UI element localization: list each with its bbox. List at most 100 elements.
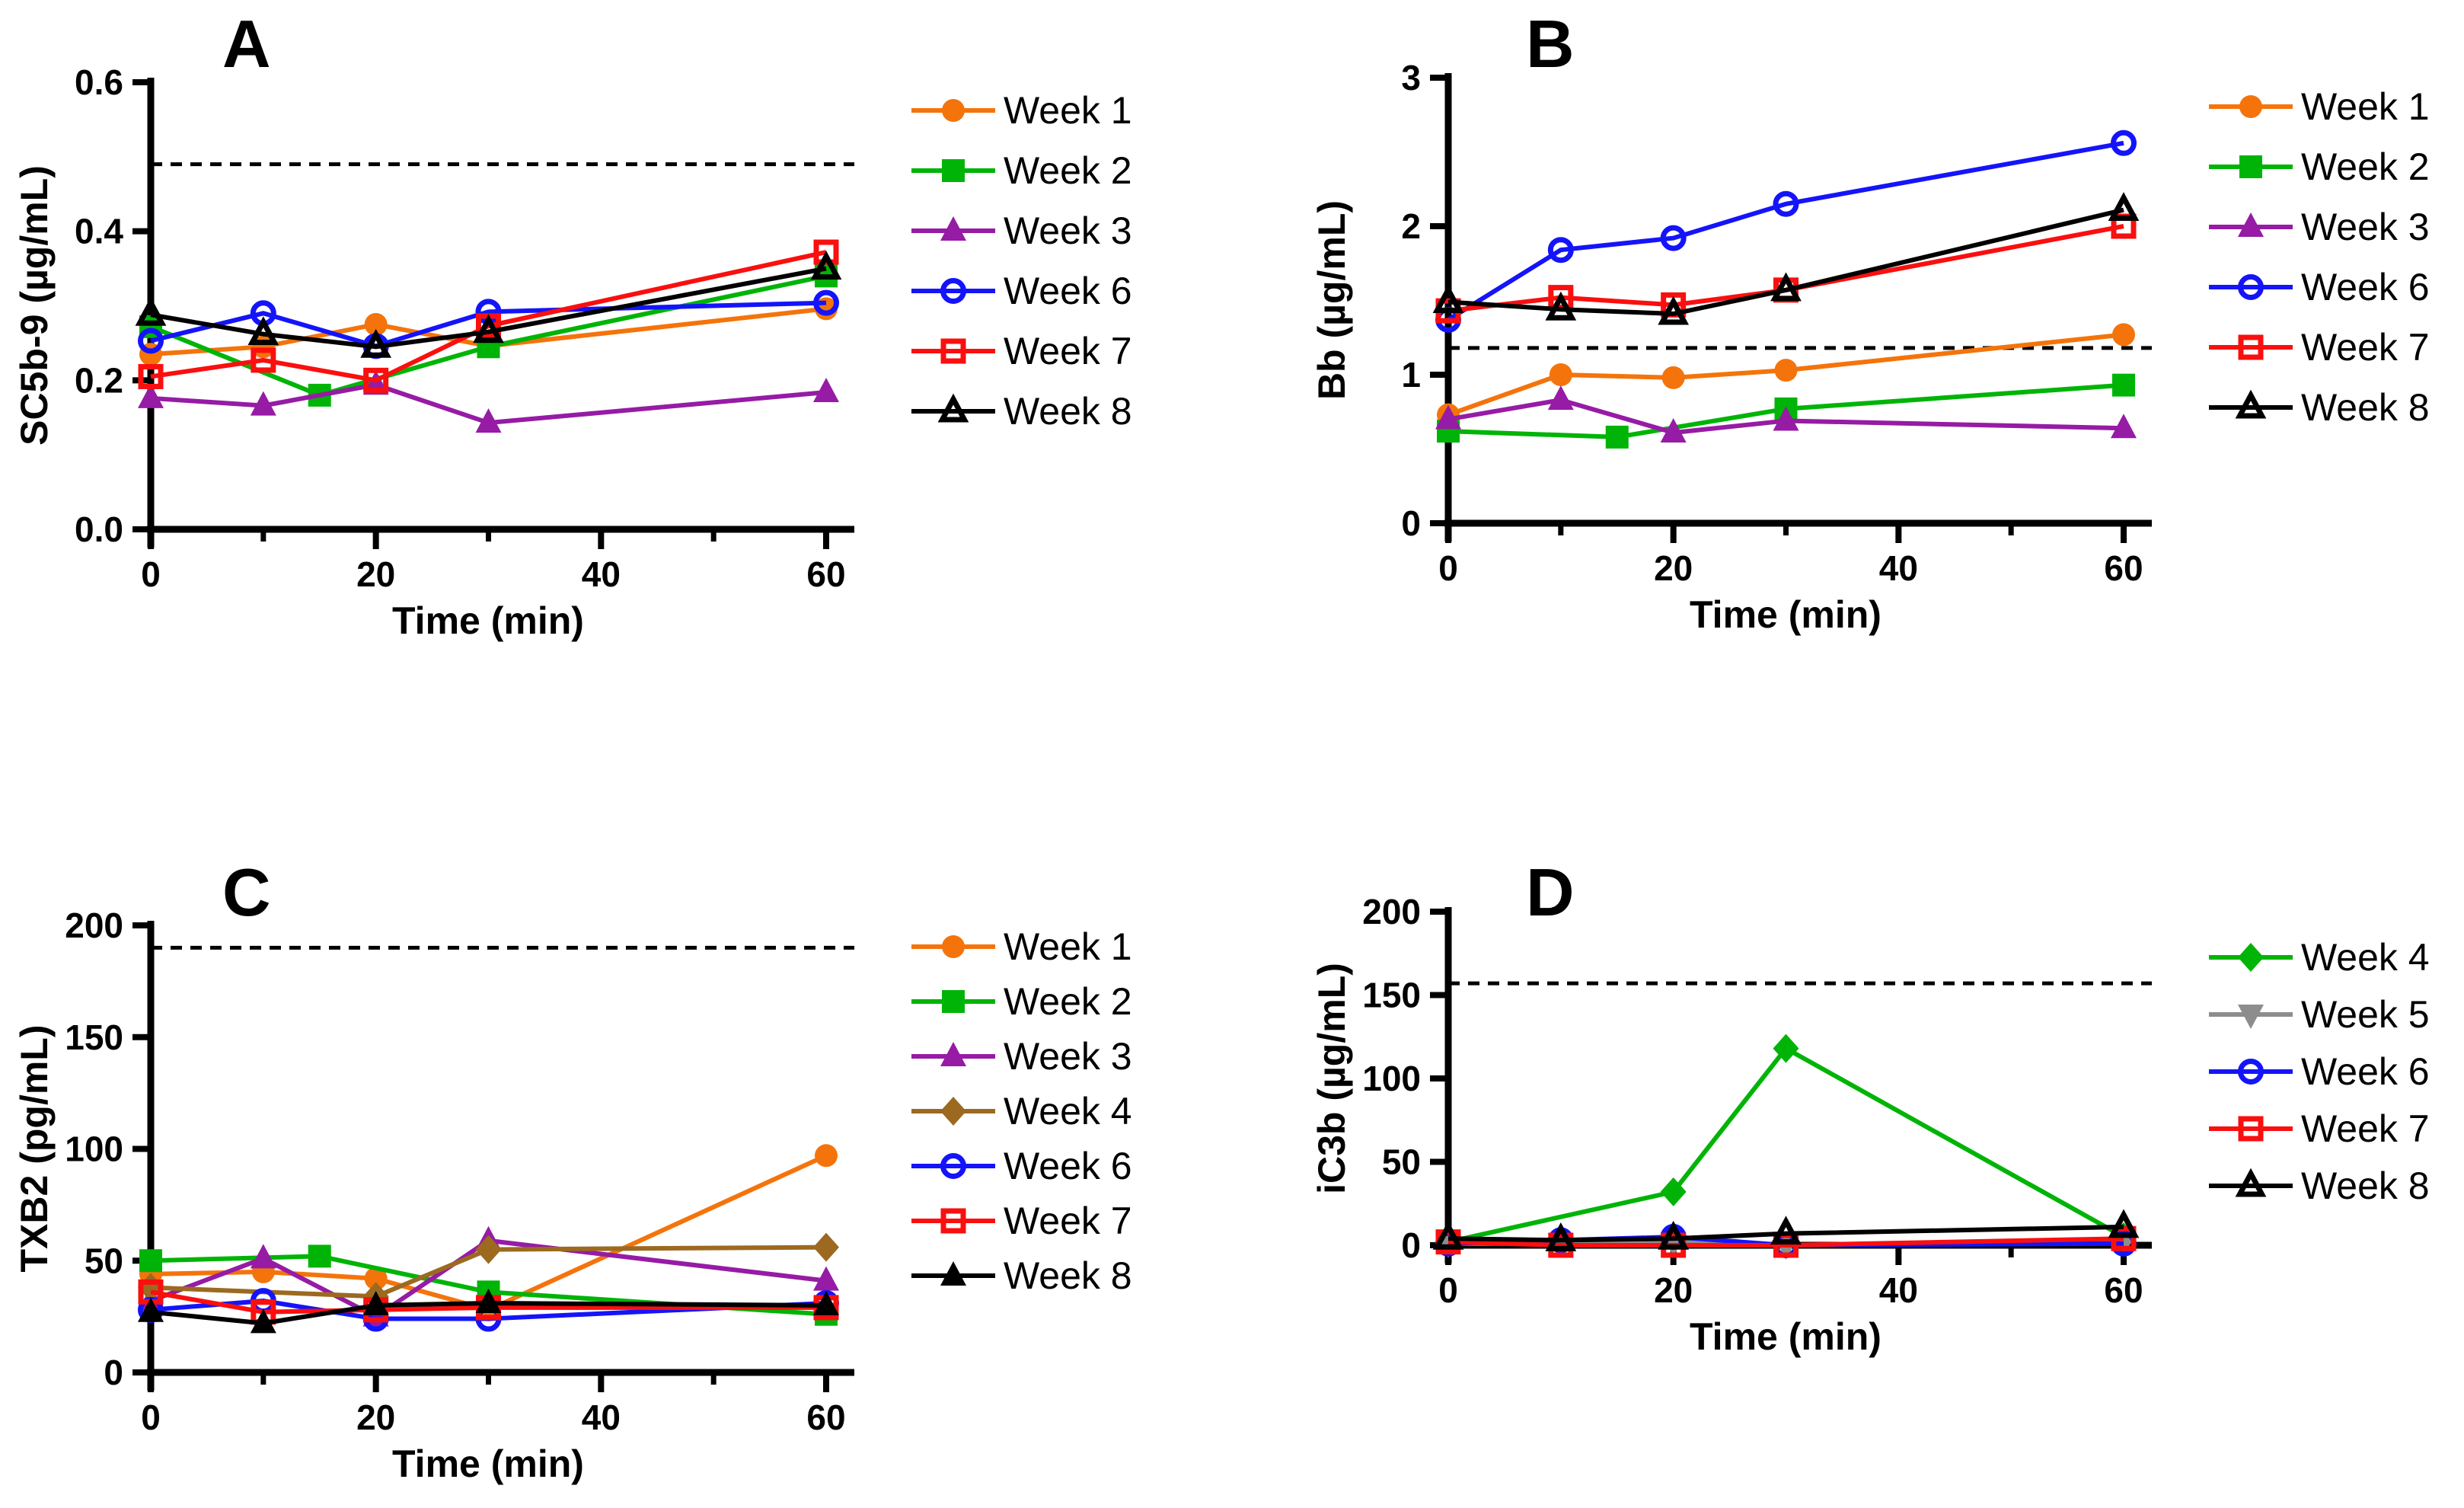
marker-triangle-open bbox=[1658, 1220, 1690, 1250]
x-tick-label: 60 bbox=[2104, 548, 2143, 588]
legend-label: Week 4 bbox=[2301, 936, 2430, 979]
x-tick-label: 60 bbox=[806, 554, 845, 594]
marker-square-open bbox=[940, 338, 966, 364]
marker-triangle-open bbox=[810, 251, 842, 280]
marker-triangle-filled bbox=[1547, 385, 1574, 411]
y-tick-label: 50 bbox=[85, 1241, 123, 1280]
marker-circle-filled bbox=[1774, 359, 1798, 382]
x-tick-label: 20 bbox=[1654, 548, 1693, 588]
y-tick-label: 100 bbox=[1362, 1059, 1421, 1098]
marker-diamond-filled bbox=[1773, 1034, 1799, 1063]
series-week-8-panel-b bbox=[1432, 192, 2140, 325]
marker-circle-filled bbox=[942, 935, 965, 958]
legend-item-week-7: Week 7 bbox=[911, 330, 1132, 372]
marker-triangle-filled bbox=[940, 1042, 966, 1066]
legend-label: Week 8 bbox=[1004, 390, 1132, 433]
marker-triangle-open bbox=[1432, 1220, 1464, 1250]
panel-c-x-axis-label: Time (min) bbox=[392, 1443, 584, 1485]
series-line bbox=[1447, 1045, 2125, 1244]
marker-diamond-filled bbox=[940, 1097, 966, 1126]
series-week-8-panel-d bbox=[1432, 1209, 2140, 1251]
legend-label: Week 2 bbox=[2301, 145, 2430, 188]
legend-item-week-7: Week 7 bbox=[2209, 326, 2430, 369]
series-line bbox=[1447, 382, 2124, 439]
y-tick-label: 0 bbox=[1401, 1225, 1421, 1265]
legend-label: Week 3 bbox=[2301, 206, 2430, 248]
panel-a-x-axis-label: Time (min) bbox=[392, 599, 584, 642]
panel-b-x-axis-label: Time (min) bbox=[1690, 593, 1882, 636]
x-tick-label: 60 bbox=[2104, 1270, 2143, 1310]
legend-item-week-4: Week 4 bbox=[2209, 936, 2430, 979]
marker-square-filled bbox=[942, 159, 965, 182]
marker-triangle-filled bbox=[138, 383, 164, 408]
marker-square-open bbox=[251, 347, 276, 373]
marker-triangle-open bbox=[1545, 1222, 1577, 1251]
y-tick-label: 1 bbox=[1401, 355, 1421, 395]
marker-triangle-open bbox=[1658, 296, 1690, 325]
x-tick-label: 40 bbox=[582, 554, 621, 594]
y-tick-label: 0.4 bbox=[75, 212, 123, 251]
marker-circle-open bbox=[1660, 225, 1687, 251]
x-tick-label: 60 bbox=[806, 1398, 845, 1437]
legend-label: Week 2 bbox=[1004, 149, 1132, 192]
legend-item-week-8: Week 8 bbox=[911, 1254, 1132, 1297]
marker-triangle-filled bbox=[1435, 404, 1461, 430]
marker-triangle-open bbox=[2235, 389, 2267, 419]
legend-label: Week 6 bbox=[1004, 1145, 1132, 1187]
legend-label: Week 6 bbox=[1004, 270, 1132, 312]
marker-triangle-open bbox=[1545, 291, 1577, 321]
y-tick-label: 0.0 bbox=[75, 510, 123, 549]
legend-label: Week 5 bbox=[2301, 993, 2430, 1036]
marker-triangle-filled bbox=[2238, 212, 2264, 237]
marker-diamond-filled bbox=[1660, 1177, 1687, 1206]
series-line bbox=[1447, 207, 2124, 317]
marker-square-filled bbox=[2112, 373, 2135, 397]
x-tick-label: 20 bbox=[356, 1398, 395, 1437]
marker-triangle-filled bbox=[813, 1266, 839, 1291]
marker-square-filled bbox=[942, 990, 965, 1013]
panel-a-y-axis-label: SC5b-9 (µg/mL) bbox=[13, 165, 56, 446]
marker-triangle-down-filled bbox=[2238, 1005, 2264, 1029]
marker-triangle-open bbox=[247, 316, 279, 346]
legend-item-week-1: Week 1 bbox=[2209, 85, 2430, 128]
marker-circle-open bbox=[2238, 274, 2264, 300]
x-tick-label: 0 bbox=[141, 1398, 161, 1437]
x-tick-label: 0 bbox=[1438, 548, 1458, 588]
marker-triangle-filled bbox=[1660, 418, 1687, 443]
legend-label: Week 1 bbox=[1004, 925, 1132, 968]
legend-item-week-7: Week 7 bbox=[2209, 1107, 2430, 1150]
series-week-8-panel-a bbox=[135, 251, 842, 358]
panel-d-letter: D bbox=[1526, 855, 1575, 930]
y-tick-label: 0.6 bbox=[75, 62, 123, 102]
marker-square-open bbox=[940, 1208, 966, 1234]
x-tick-label: 0 bbox=[141, 554, 161, 594]
marker-triangle-filled bbox=[250, 391, 276, 416]
legend-item-week-2: Week 2 bbox=[2209, 145, 2430, 188]
series-line bbox=[150, 250, 827, 383]
x-tick-label: 40 bbox=[1879, 548, 1918, 588]
legend-item-week-7: Week 7 bbox=[911, 1200, 1132, 1242]
legend-item-week-6: Week 6 bbox=[2209, 266, 2430, 308]
y-tick-label: 100 bbox=[65, 1129, 123, 1169]
legend-item-week-3: Week 3 bbox=[2209, 206, 2430, 248]
marker-square-filled bbox=[139, 1249, 162, 1273]
legend-label: Week 6 bbox=[2301, 1050, 2430, 1093]
legend-item-week-8: Week 8 bbox=[2209, 386, 2430, 429]
x-tick-label: 0 bbox=[1438, 1270, 1458, 1310]
marker-triangle-filled bbox=[362, 1290, 389, 1315]
marker-circle-open bbox=[1773, 190, 1799, 217]
legend-label: Week 8 bbox=[1004, 1254, 1132, 1297]
y-tick-label: 50 bbox=[1382, 1142, 1421, 1182]
marker-circle-open bbox=[2238, 1059, 2264, 1085]
marker-circle-open bbox=[138, 327, 164, 354]
legend-item-week-8: Week 8 bbox=[2209, 1165, 2430, 1207]
legend-item-week-3: Week 3 bbox=[911, 209, 1132, 252]
marker-circle-filled bbox=[364, 312, 388, 336]
legend-item-week-6: Week 6 bbox=[911, 1145, 1132, 1187]
marker-diamond-filled bbox=[2238, 943, 2264, 972]
marker-triangle-filled bbox=[138, 1297, 164, 1322]
panel-a-letter: A bbox=[222, 6, 271, 81]
x-tick-label: 20 bbox=[356, 554, 395, 594]
legend-label: Week 8 bbox=[2301, 1165, 2430, 1207]
